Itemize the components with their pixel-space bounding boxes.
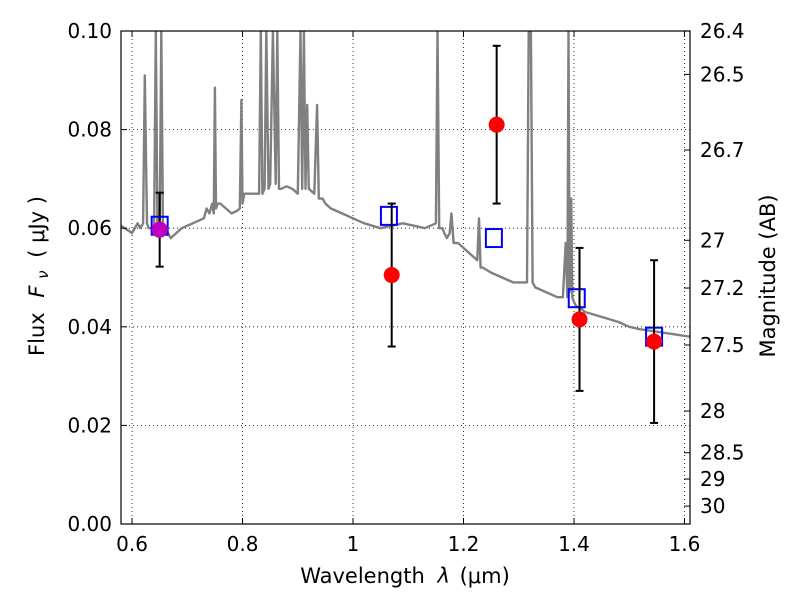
model-photometry-point (567, 288, 586, 309)
x-tick-label: 1.4 (558, 532, 590, 556)
overlap-photometry-point (151, 221, 168, 238)
mag-tick-label: 26.7 (700, 138, 745, 162)
mag-tick-label: 27 (700, 228, 725, 252)
spectrum-layer (121, 31, 690, 338)
plot-frame (120, 30, 691, 525)
mag-tick-label: 30 (700, 494, 725, 518)
x-tick-label: 1.2 (448, 532, 480, 556)
y-axis-label: Flux F ν ( μJy ) (25, 196, 53, 356)
y2-axis-label: Magnitude (AB) (756, 194, 780, 357)
y-axis-label-symbol: F (25, 285, 49, 298)
x-tick-label: 0.8 (227, 532, 259, 556)
x-axis-label-unit: (μm) (460, 564, 510, 588)
y-tick-label: 0.02 (67, 413, 112, 437)
y-tick-label: 0.10 (67, 19, 112, 43)
x-axis-label-symbol: λ (436, 564, 449, 588)
mag-tick-label: 29 (700, 467, 725, 491)
x-axis-label-text: Wavelength (300, 564, 425, 588)
x-tick-label: 0.6 (116, 532, 148, 556)
model-photometry-point (379, 205, 398, 226)
y-tick-label: 0.08 (67, 118, 112, 142)
mag-tick-label: 27.2 (700, 276, 745, 300)
observed-photometry-point (488, 116, 505, 133)
y-tick-label: 0.00 (67, 512, 112, 536)
model-photometry-point (484, 228, 503, 249)
x-tick-label: 1.6 (669, 532, 701, 556)
spectrum-line (121, 31, 690, 338)
y-axis-label-text: Flux (25, 312, 49, 356)
x-axis-label: Wavelength λ (μm) (300, 564, 510, 588)
observed-photometry-point (571, 311, 588, 328)
y-tick-label: 0.06 (67, 216, 112, 240)
x-tick-label: 1 (347, 532, 360, 556)
mag-tick-label: 28.5 (700, 441, 745, 465)
axes-layer: 0.6 0.8 1 1.2 1.4 1.6 0.00 0.02 0.04 0.06 0.08 0.10… (67, 19, 744, 556)
y-axis-label-unit: ( μJy ) (25, 196, 49, 258)
mag-tick-label: 26.5 (700, 62, 745, 86)
mag-tick-label: 26.4 (700, 19, 745, 43)
grid-layer (121, 30, 690, 525)
marker-layer (150, 44, 664, 424)
observed-photometry-point (383, 267, 400, 284)
mag-tick-label: 27.5 (700, 333, 745, 357)
y-tick-label: 0.04 (67, 315, 112, 339)
mag-tick-label: 28 (700, 399, 725, 423)
y-axis-label-sub: ν (34, 270, 52, 278)
observed-photometry-point (646, 333, 663, 350)
